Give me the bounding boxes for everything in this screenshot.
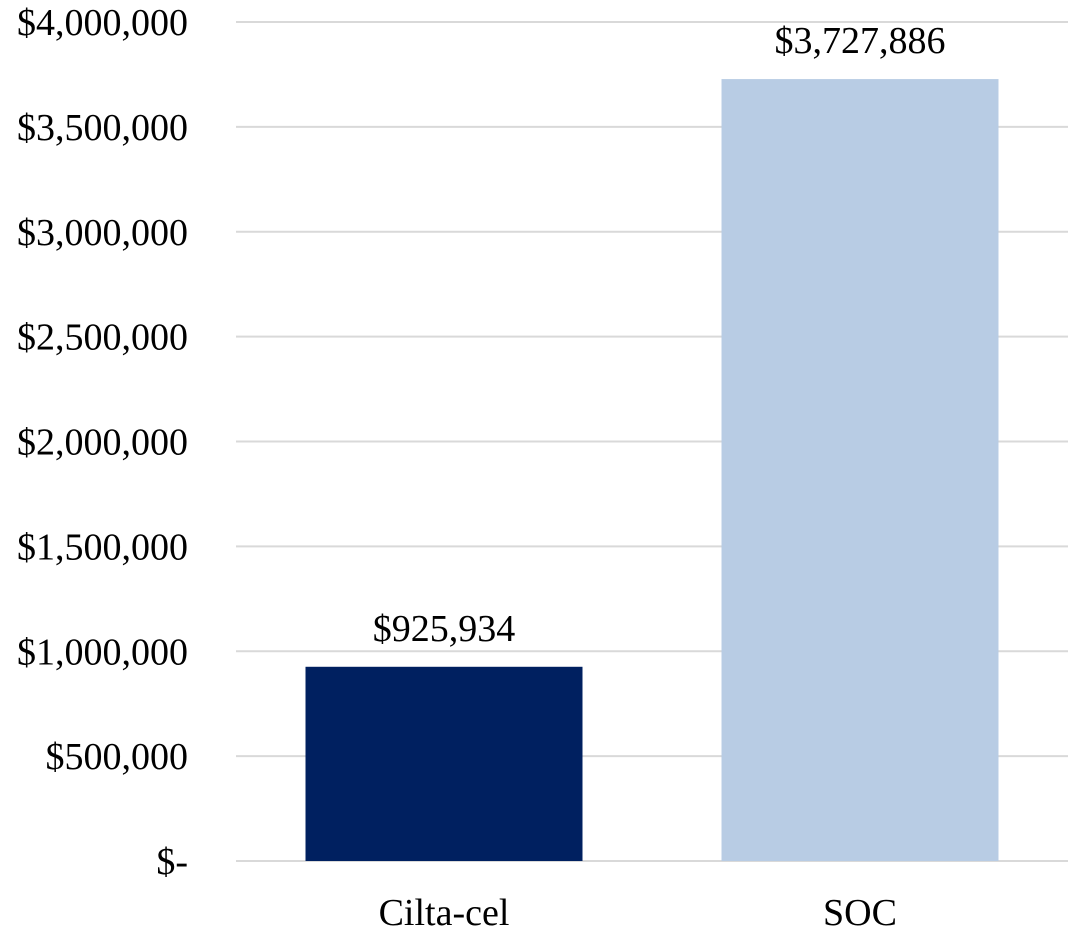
- y-tick-label: $2,500,000: [17, 317, 188, 359]
- data-label: $3,727,886: [775, 20, 946, 62]
- y-tick-label: $500,000: [46, 736, 189, 778]
- y-tick-label: $4,000,000: [17, 2, 188, 44]
- category-label: Cilta-cel: [379, 892, 510, 931]
- y-tick-label: $1,000,000: [17, 631, 188, 673]
- y-axis-tick-labels: $- $500,000 $1,000,000 $1,500,000 $2,000,000…: [17, 2, 188, 883]
- data-labels: $925,934 $3,727,886: [373, 20, 946, 650]
- y-tick-label: $1,500,000: [17, 526, 188, 568]
- bars: [305, 79, 999, 861]
- y-tick-label: $3,000,000: [17, 212, 188, 254]
- y-tick-label: $2,000,000: [17, 422, 188, 464]
- y-tick-label: $-: [156, 841, 188, 883]
- bar-cilta-cel: [305, 666, 583, 861]
- x-axis-category-labels: Cilta-cel SOC: [379, 892, 897, 931]
- category-label: SOC: [823, 892, 897, 931]
- data-label: $925,934: [373, 608, 516, 650]
- bar-soc: [721, 79, 999, 861]
- y-tick-label: $3,500,000: [17, 107, 188, 149]
